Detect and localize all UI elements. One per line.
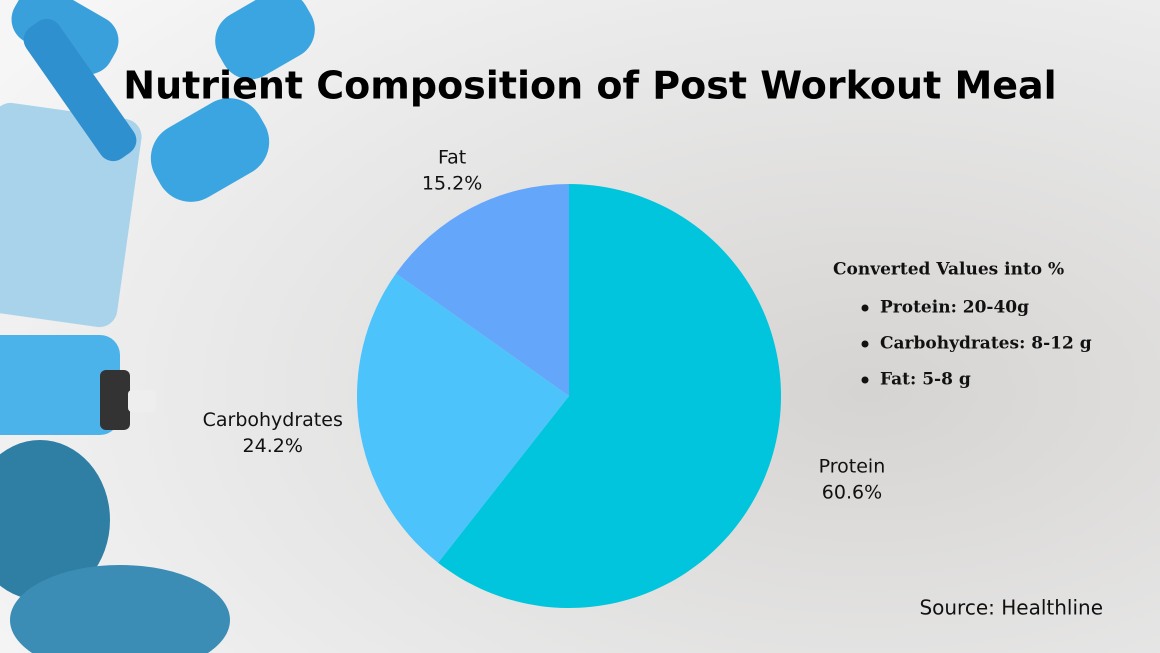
chart-title: Nutrient Composition of Post Workout Mea… — [123, 64, 1056, 108]
pie-slice — [438, 184, 781, 608]
pie — [356, 184, 781, 608]
bullet — [861, 340, 869, 348]
slice-label: Fat — [438, 147, 466, 169]
source: Source: Healthline — [919, 596, 1103, 620]
decoration — [0, 0, 315, 653]
note-item: Fat: 5-8 g — [880, 370, 971, 390]
value-label: 60.6% — [822, 482, 882, 504]
bullet — [861, 376, 869, 384]
note-item: Carbohydrates: 8-12 g — [880, 334, 1092, 354]
slice-label: Carbohydrates — [203, 409, 343, 431]
slice-label: Protein — [819, 456, 886, 478]
value-label: 15.2% — [422, 173, 482, 195]
note-item: Protein: 20-40g — [880, 298, 1029, 318]
pie-slice — [395, 184, 569, 396]
note-title: Converted Values into % — [833, 260, 1064, 280]
bullet — [861, 304, 869, 312]
value-label: 24.2% — [243, 435, 303, 457]
pie-slice — [356, 273, 569, 563]
